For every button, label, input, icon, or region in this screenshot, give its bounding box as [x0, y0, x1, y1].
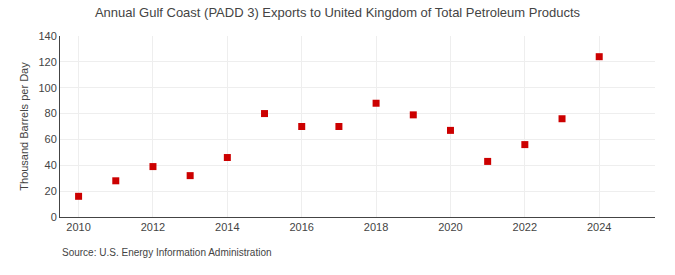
svg-text:2012: 2012	[141, 221, 165, 233]
svg-text:20: 20	[45, 185, 57, 197]
svg-text:2022: 2022	[513, 221, 537, 233]
svg-text:140: 140	[38, 30, 56, 42]
svg-text:80: 80	[45, 107, 57, 119]
svg-text:2014: 2014	[215, 221, 239, 233]
svg-text:2016: 2016	[289, 221, 313, 233]
svg-text:2010: 2010	[66, 221, 90, 233]
svg-text:2020: 2020	[438, 221, 462, 233]
svg-text:Source: U.S. Energy Informatio: Source: U.S. Energy Information Administ…	[62, 247, 272, 258]
svg-text:120: 120	[38, 56, 56, 68]
svg-text:40: 40	[45, 159, 57, 171]
svg-text:60: 60	[45, 133, 57, 145]
svg-text:Annual Gulf Coast (PADD 3) Exp: Annual Gulf Coast (PADD 3) Exports to Un…	[95, 5, 581, 20]
svg-text:2024: 2024	[587, 221, 611, 233]
svg-text:100: 100	[38, 82, 56, 94]
svg-text:Thousand Barrels per Day: Thousand Barrels per Day	[18, 62, 30, 191]
svg-text:2018: 2018	[364, 221, 388, 233]
svg-text:0: 0	[51, 211, 57, 223]
